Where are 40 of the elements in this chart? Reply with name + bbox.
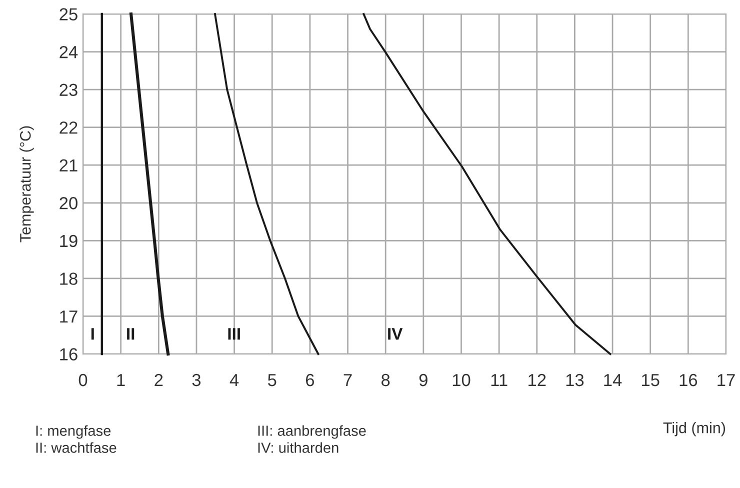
y-tick-label: 23 [60,84,78,96]
text: III: aanbrengfase [258,425,366,439]
y-axis-title: Temperatuur (°C) [20,126,34,242]
x-axis-title: Tijd (min) [663,422,726,436]
y-tick-label: 19 [60,234,78,248]
x-tick-label: 16 [680,374,698,386]
y-tick-label: 25 [60,8,78,20]
y-tick-label: 17 [60,310,78,323]
x-tick-label: 6 [306,374,314,386]
y-tick-label: 18 [60,272,78,285]
x-tick-label: 1 [117,374,125,386]
x-tick-label: 10 [452,374,470,386]
text: II: wachtfase [36,442,116,453]
x-tick-label: 17 [718,374,735,386]
annotation: III [228,328,240,340]
y-tick-label: 16 [60,348,78,360]
x-tick-label: 3 [192,374,201,386]
y-tick-label: 20 [60,197,78,210]
annotation: II [127,328,134,340]
y-tick-label: 24 [60,46,78,58]
y-tick-label: 21 [60,159,78,172]
x-tick-label: 9 [419,374,428,386]
x-tick-label: 11 [491,374,508,386]
x-tick-label: 15 [642,374,660,386]
y-tick-label: 22 [60,122,78,134]
x-tick-label: 2 [154,374,163,386]
x-tick-label: 13 [566,374,584,386]
text: I: mengfase [36,425,111,439]
line-series [362,13,612,355]
x-tick-label: 7 [344,374,352,386]
x-tick-label: 4 [230,374,239,386]
x-tick-label: 5 [268,374,276,386]
annotation: I [91,328,94,340]
x-tick-label: 8 [382,374,390,386]
text: IV: uitharden [258,442,338,453]
annotation: IV [388,328,403,340]
x-tick-label: 12 [528,374,546,386]
x-tick-label: 14 [604,374,622,386]
line-series [214,13,320,355]
x-tick-label: 0 [78,374,88,386]
